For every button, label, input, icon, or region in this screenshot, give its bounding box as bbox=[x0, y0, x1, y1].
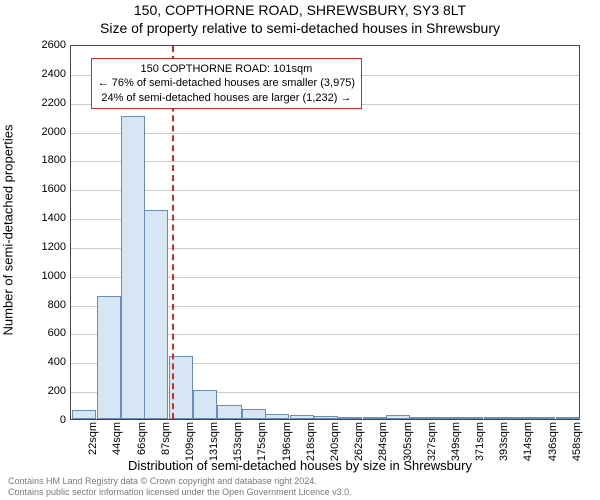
xtick-label: 109sqm bbox=[184, 422, 196, 461]
ytick-label: 2000 bbox=[26, 126, 66, 138]
ytick-label: 200 bbox=[26, 385, 66, 397]
ytick-label: 400 bbox=[26, 356, 66, 368]
xtick-label: 196sqm bbox=[281, 422, 293, 461]
xtick-label: 414sqm bbox=[522, 422, 534, 461]
xtick-label: 131sqm bbox=[208, 422, 220, 461]
bar bbox=[531, 417, 555, 419]
bar bbox=[290, 415, 314, 419]
annotation-line: ← 76% of semi-detached houses are smalle… bbox=[98, 76, 355, 90]
y-axis-label: Number of semi-detached properties bbox=[1, 125, 16, 336]
bar bbox=[507, 417, 531, 419]
xtick-label: 87sqm bbox=[160, 422, 172, 455]
ytick-label: 0 bbox=[26, 414, 66, 426]
plot-area: 150 COPTHORNE ROAD: 101sqm← 76% of semi-… bbox=[70, 45, 580, 420]
bar bbox=[410, 417, 434, 419]
title-main: 150, COPTHORNE ROAD, SHREWSBURY, SY3 8LT bbox=[0, 2, 600, 18]
xtick-label: 349sqm bbox=[450, 422, 462, 461]
ytick-label: 2400 bbox=[26, 68, 66, 80]
bar bbox=[363, 417, 387, 419]
title-sub: Size of property relative to semi-detach… bbox=[0, 20, 600, 36]
bar bbox=[97, 296, 121, 419]
xtick-label: 371sqm bbox=[474, 422, 486, 461]
xtick-label: 327sqm bbox=[426, 422, 438, 461]
bar bbox=[435, 417, 459, 419]
bar bbox=[314, 416, 338, 419]
xtick-label: 175sqm bbox=[256, 422, 268, 461]
xtick-label: 44sqm bbox=[111, 422, 123, 455]
ytick-label: 800 bbox=[26, 299, 66, 311]
bar bbox=[193, 390, 217, 419]
ytick-label: 1000 bbox=[26, 270, 66, 282]
ytick-label: 1600 bbox=[26, 183, 66, 195]
xtick-label: 393sqm bbox=[498, 422, 510, 461]
bar bbox=[121, 116, 145, 419]
xtick-label: 240sqm bbox=[329, 422, 341, 461]
xtick-label: 66sqm bbox=[136, 422, 148, 455]
bar bbox=[459, 417, 483, 419]
xtick-label: 305sqm bbox=[402, 422, 414, 461]
bar bbox=[556, 417, 580, 419]
bar bbox=[72, 410, 96, 419]
ytick-label: 2600 bbox=[26, 39, 66, 51]
ytick-label: 600 bbox=[26, 327, 66, 339]
bar bbox=[484, 417, 508, 419]
ytick-label: 1800 bbox=[26, 154, 66, 166]
xtick-label: 218sqm bbox=[305, 422, 317, 461]
bar bbox=[338, 417, 362, 419]
footer: Contains HM Land Registry data © Crown c… bbox=[8, 476, 352, 499]
xtick-label: 458sqm bbox=[571, 422, 583, 461]
annotation-line: 24% of semi-detached houses are larger (… bbox=[98, 91, 355, 105]
chart-container: 150, COPTHORNE ROAD, SHREWSBURY, SY3 8LT… bbox=[0, 0, 600, 500]
bar bbox=[265, 414, 289, 419]
xtick-label: 436sqm bbox=[547, 422, 559, 461]
xtick-label: 284sqm bbox=[377, 422, 389, 461]
xtick-label: 153sqm bbox=[232, 422, 244, 461]
annotation-line: 150 COPTHORNE ROAD: 101sqm bbox=[98, 62, 355, 76]
footer-line-1: Contains HM Land Registry data © Crown c… bbox=[8, 476, 352, 487]
xtick-label: 262sqm bbox=[353, 422, 365, 461]
gridline bbox=[71, 190, 579, 191]
bar bbox=[386, 415, 410, 419]
xtick-label: 22sqm bbox=[87, 422, 99, 455]
gridline bbox=[71, 161, 579, 162]
annotation-box: 150 COPTHORNE ROAD: 101sqm← 76% of semi-… bbox=[91, 58, 362, 109]
ytick-label: 1200 bbox=[26, 241, 66, 253]
gridline bbox=[71, 133, 579, 134]
bar bbox=[144, 210, 168, 419]
ytick-label: 2200 bbox=[26, 97, 66, 109]
bar bbox=[242, 409, 266, 419]
ytick-label: 1400 bbox=[26, 212, 66, 224]
footer-line-2: Contains public sector information licen… bbox=[8, 487, 352, 498]
x-axis-label: Distribution of semi-detached houses by … bbox=[0, 458, 600, 473]
bar bbox=[217, 405, 241, 419]
